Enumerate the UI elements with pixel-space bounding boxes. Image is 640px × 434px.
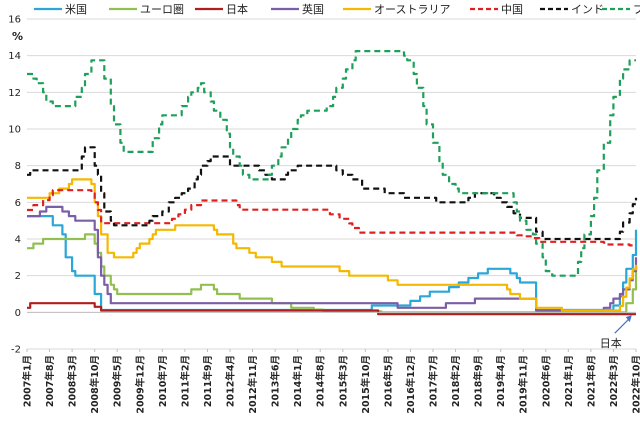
axes: -2 0 2 4 6 8 10 12 14 16 2007年1月 2007年8月 2008年3月 2008… [8,15,640,414]
x-tick-label: 2015年3月 [337,355,349,407]
x-tick-label: 2018年2月 [450,355,462,407]
x-tick-label: 2013年6月 [270,355,282,407]
series-line [27,302,636,316]
x-tick-label: 2019年4月 [495,355,507,407]
x-tick-label: 2021年8月 [585,355,597,407]
x-tick-label: 2015年10月 [360,355,372,414]
y-tick-label: 10 [8,125,21,136]
x-tick-label: 2007年8月 [44,355,56,407]
x-tick-label: 2014年1月 [292,355,304,407]
x-tick-label: 2007年1月 [22,355,34,407]
y-tick-label: 4 [15,235,21,246]
legend-label: 中国 [501,3,523,16]
x-tick-label: 2017年7月 [428,355,440,407]
x-tick-label: 2020年6月 [540,355,552,407]
y-tick-label: 12 [8,88,21,99]
series-lines [27,50,638,316]
series-line [27,146,638,241]
series-line [27,178,638,312]
x-tick-label: 2022年3月 [608,355,620,407]
x-tick-label: 2014年8月 [315,355,327,407]
legend-label: ユーロ圏 [140,3,184,16]
legend-label: インド [571,3,604,16]
series-line [27,205,638,312]
gridlines [27,18,636,350]
x-tick-label: 2009年5月 [112,355,124,407]
x-tick-label: 2018年9月 [473,355,485,407]
y-tick-label: 0 [15,308,21,319]
x-tick-label: 2019年11月 [518,355,530,414]
annotation-arrowhead [625,315,632,323]
legend-label: 日本 [226,2,248,16]
annotation: 日本 [600,315,632,350]
legend: 米国 ユーロ圏 日本 英国 オーストラリア 中国 インド ブラジル [34,2,640,16]
legend-label: 英国 [302,2,324,16]
legend-label: 米国 [65,3,87,16]
series-line [27,215,638,312]
y-unit-label: % [12,30,23,43]
legend-label: オーストラリア [374,3,450,16]
x-tick-label: 2022年10月 [631,355,640,414]
x-tick-label: 2011年2月 [179,355,191,407]
x-tick-label: 2010年7月 [157,355,169,407]
x-tick-label: 2008年10月 [89,355,101,414]
x-tick-label: 2016年12月 [405,355,417,414]
series-line [27,50,636,277]
y-tick-label: 16 [8,15,21,26]
x-tick-label: 2021年1月 [563,355,575,407]
y-tick-label: 8 [15,161,21,172]
y-tick-label: 14 [8,51,21,62]
series-line [27,233,638,314]
annotation-label: 日本 [600,336,622,350]
x-tick-label: 2012年4月 [225,355,237,407]
y-tick-label: -2 [11,345,21,356]
x-tick-label: 2008年3月 [67,355,79,407]
x-tick-label: 2012年11月 [247,355,259,414]
y-tick-label: 2 [15,271,21,282]
x-tick-label: 2009年12月 [134,355,146,414]
legend-label: ブラジル [633,2,640,16]
x-tick-label: 2016年5月 [382,355,394,407]
series-line [27,189,636,247]
y-tick-label: 6 [15,198,21,209]
x-tick-label: 2011年9月 [202,355,214,407]
